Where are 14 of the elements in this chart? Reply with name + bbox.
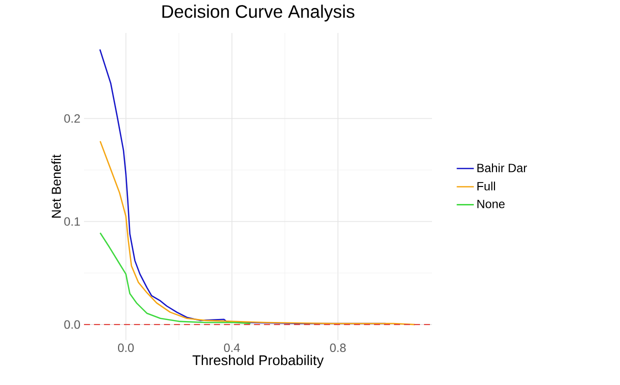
y-tick-label: 0.1 [64,217,80,226]
y-tick-label: 0.2 [64,114,80,123]
legend-label: Bahir Dar [477,163,527,172]
chart-title: Decision Curve Analysis [162,4,354,22]
line-series [100,232,252,324]
y-axis-title: Net Benefit [51,154,61,218]
x-tick-label: 0.8 [330,344,346,352]
legend-label: None [477,200,505,208]
legend-label: Full [477,182,495,190]
y-tick-label: 0.0 [64,320,80,329]
x-tick-label: 0.0 [118,344,134,352]
x-tick-label: 0.4 [224,344,240,352]
x-axis-title: Threshold Probability [192,354,324,368]
line-series [100,140,416,326]
